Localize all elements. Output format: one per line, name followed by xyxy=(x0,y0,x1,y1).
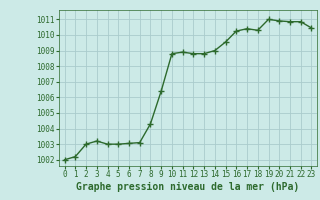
X-axis label: Graphe pression niveau de la mer (hPa): Graphe pression niveau de la mer (hPa) xyxy=(76,182,300,192)
